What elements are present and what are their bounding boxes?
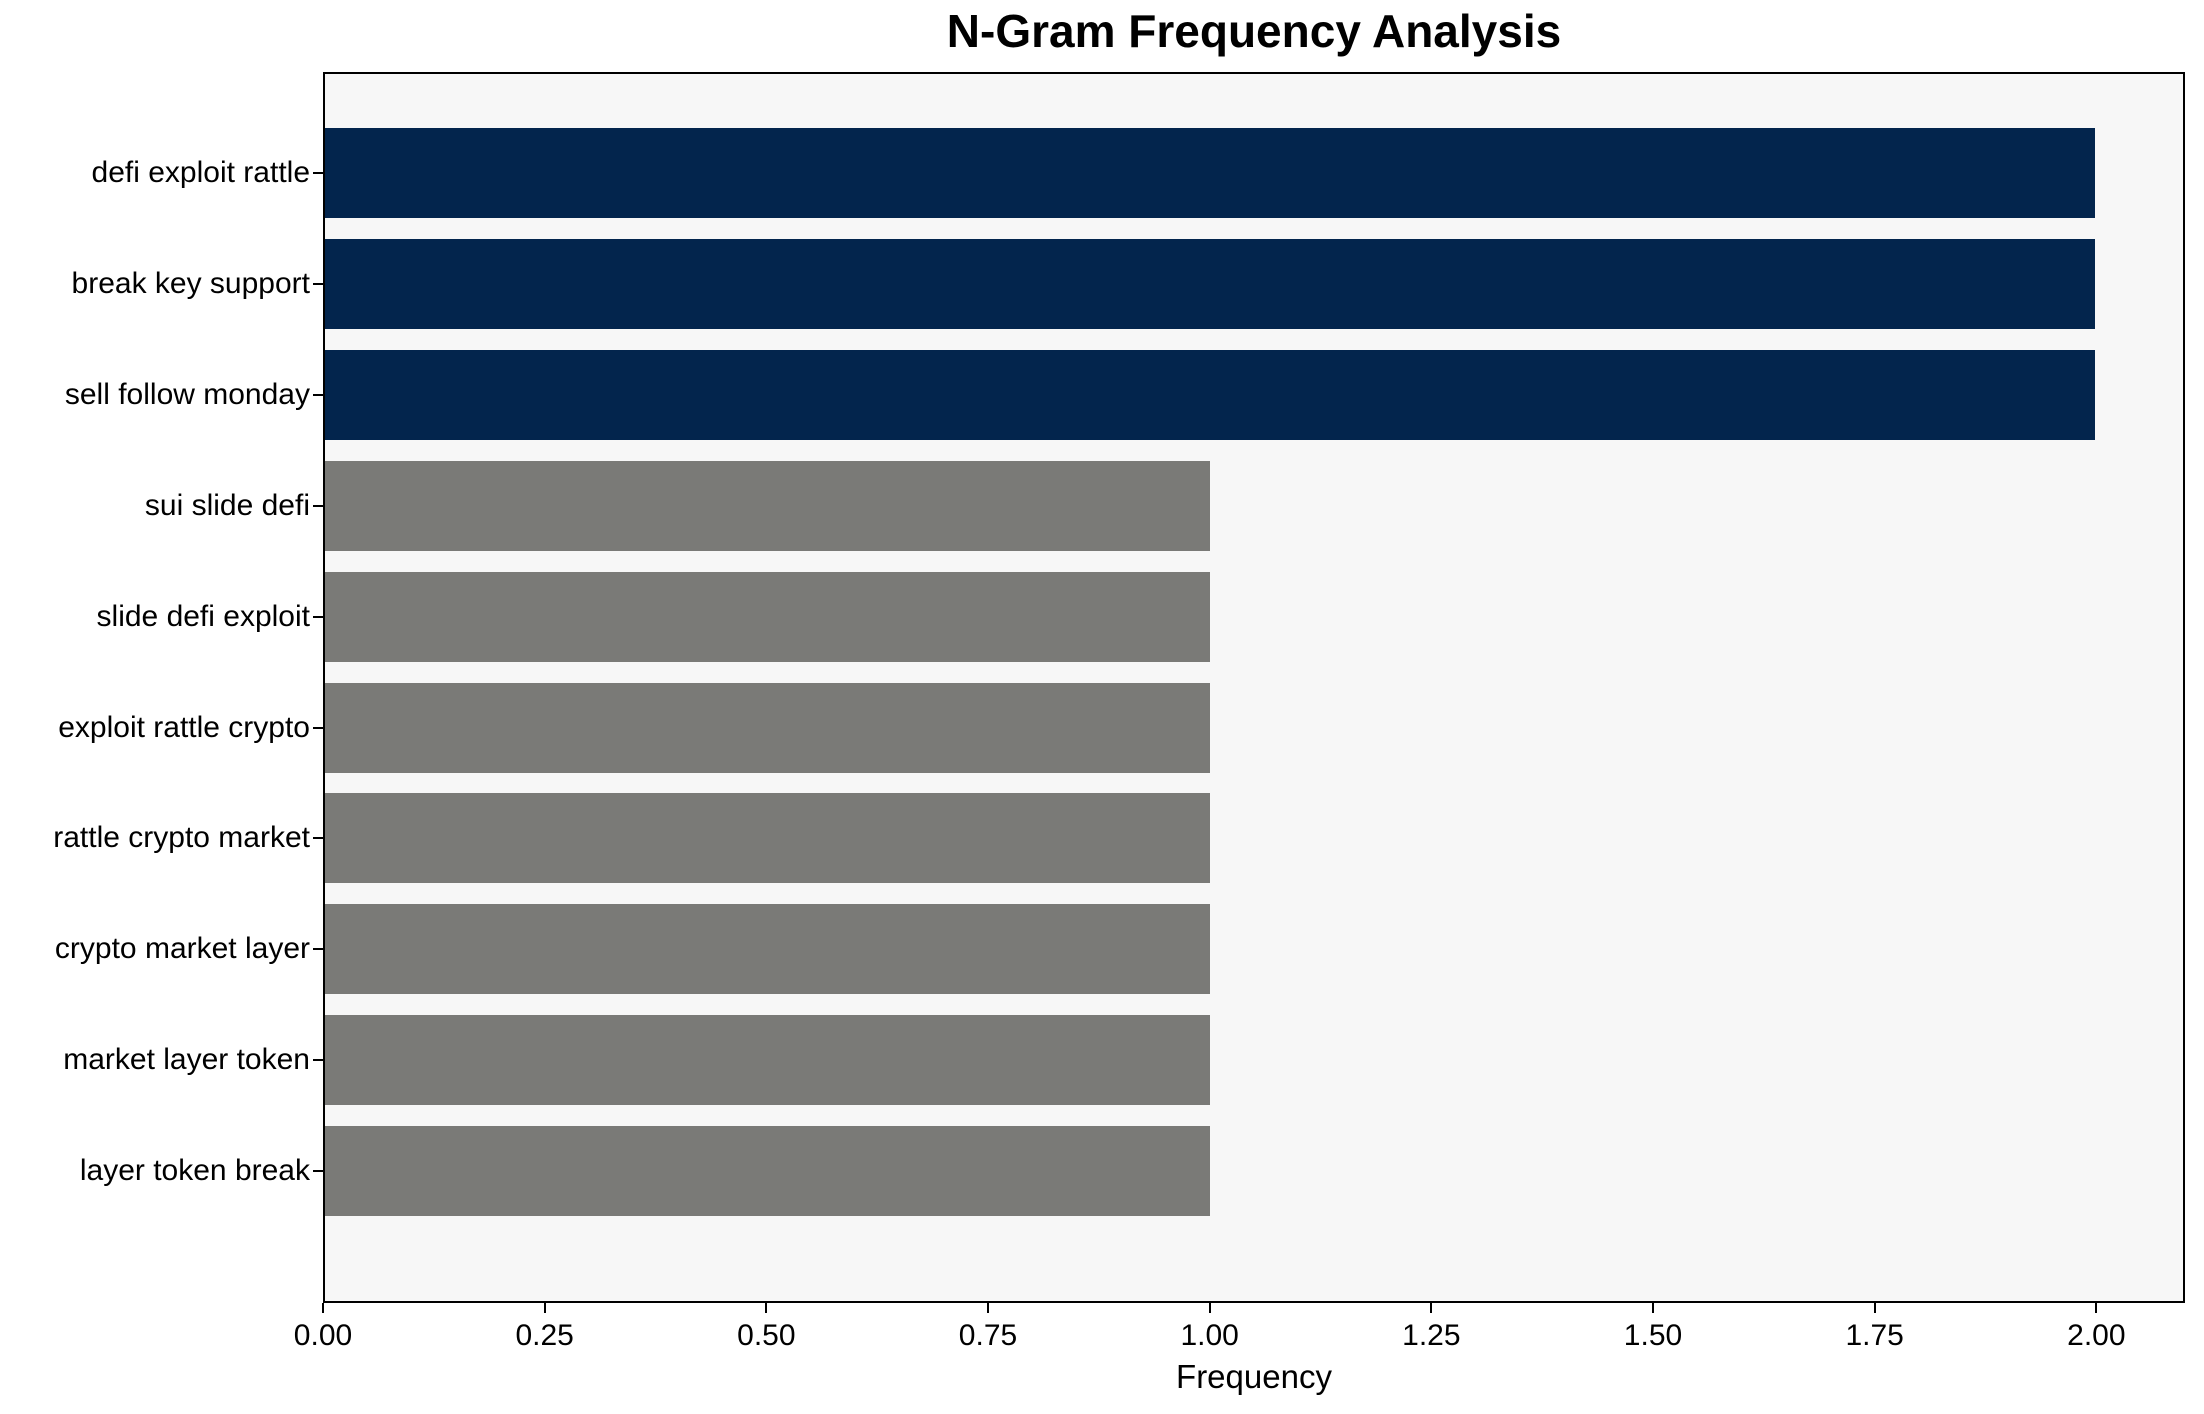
y-tick-mark: [313, 504, 323, 507]
bar: [325, 1015, 1210, 1106]
y-tick-mark: [313, 948, 323, 951]
x-tick-mark: [765, 1303, 768, 1313]
bar: [325, 571, 1210, 662]
bar: [325, 238, 2095, 329]
y-tick-mark: [313, 1059, 323, 1062]
bar: [325, 349, 2095, 440]
y-axis-label: exploit rattle crypto: [58, 710, 310, 744]
bar: [325, 793, 1210, 884]
plot-area: [323, 72, 2185, 1303]
bar: [325, 1126, 1210, 1217]
x-tick-label: 1.00: [1180, 1319, 1239, 1352]
x-tick-mark: [1873, 1303, 1876, 1313]
bar: [325, 904, 1210, 995]
x-tick-label: 1.50: [1623, 1319, 1683, 1352]
x-tick-label: 1.25: [1402, 1319, 1461, 1352]
x-tick-mark: [1430, 1303, 1433, 1313]
y-tick-mark: [313, 837, 323, 840]
x-tick-mark: [987, 1303, 989, 1313]
chart-title: N-Gram Frequency Analysis: [946, 5, 1562, 57]
y-tick-mark: [313, 726, 323, 729]
x-tick-label: 0.00: [293, 1319, 353, 1352]
x-tick-mark: [1652, 1303, 1654, 1313]
x-tick-label: 1.75: [1845, 1319, 1904, 1352]
y-tick-mark: [313, 393, 323, 396]
x-tick-label: 0.75: [958, 1319, 1018, 1352]
y-axis-label: sui slide defi: [144, 488, 310, 522]
y-tick-mark: [313, 172, 323, 174]
bar: [325, 682, 1210, 773]
y-axis-label: rattle crypto market: [53, 821, 310, 855]
x-tick-mark: [322, 1303, 324, 1313]
x-tick-mark: [543, 1303, 546, 1313]
y-tick-mark: [313, 1170, 323, 1173]
y-tick-mark: [313, 615, 323, 618]
y-axis-label: market layer token: [63, 1043, 310, 1077]
bar: [325, 460, 1210, 551]
y-axis-label: crypto market layer: [54, 932, 310, 966]
y-axis-label: defi exploit rattle: [91, 156, 310, 189]
y-axis-label: break key support: [71, 266, 310, 300]
x-tick-label: 0.50: [737, 1319, 796, 1352]
x-tick-mark: [2095, 1303, 2098, 1313]
x-axis-label: Frequency: [1176, 1358, 1332, 1395]
y-axis-label: layer token break: [79, 1154, 310, 1188]
x-tick-mark: [1208, 1303, 1211, 1313]
x-tick-label: 2.00: [2067, 1319, 2126, 1352]
y-axis-label: sell follow monday: [64, 377, 310, 411]
y-tick-mark: [313, 282, 323, 285]
x-tick-label: 0.25: [515, 1319, 574, 1352]
y-axis-label: slide defi exploit: [96, 599, 310, 633]
bar: [325, 128, 2095, 218]
